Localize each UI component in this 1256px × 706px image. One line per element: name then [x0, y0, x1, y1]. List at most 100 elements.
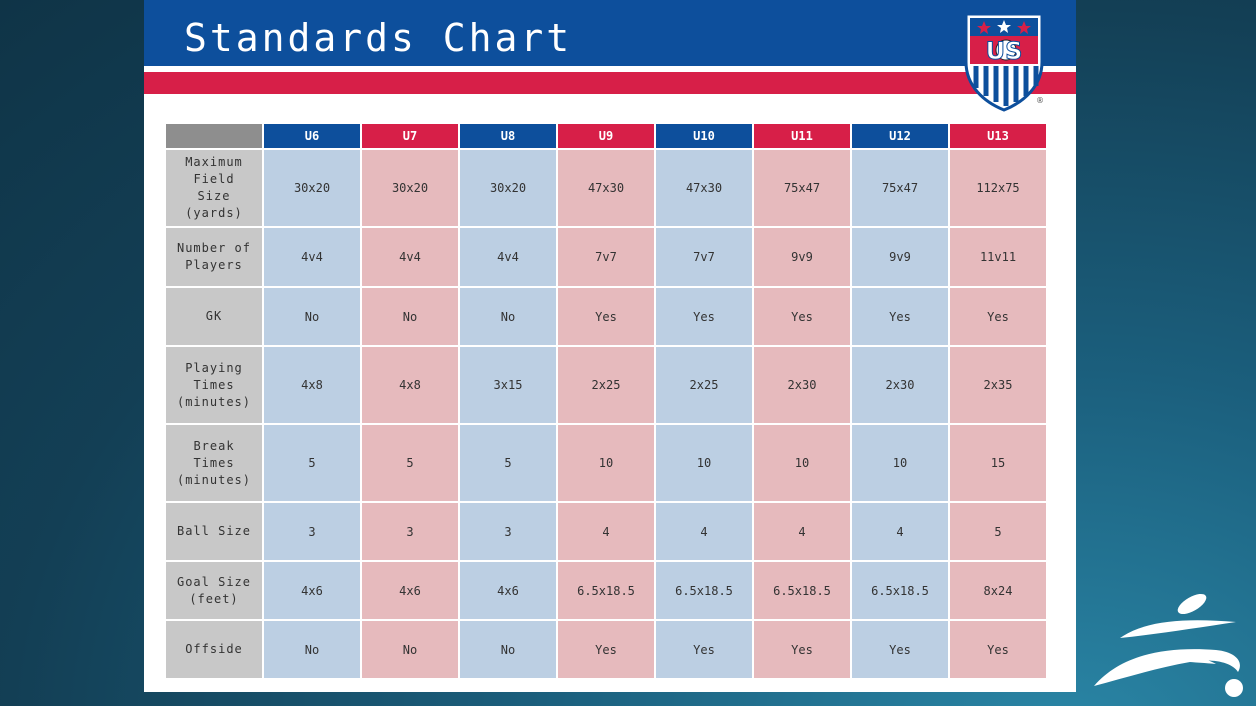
table-cell: 8x24 [950, 562, 1046, 619]
table-cell: No [362, 621, 458, 678]
table-cell: No [460, 288, 556, 345]
column-header: U13 [950, 124, 1046, 148]
column-header: U11 [754, 124, 850, 148]
table-cell: 5 [362, 425, 458, 501]
table-cell: No [460, 621, 556, 678]
row-header: Ball Size [166, 503, 262, 560]
table-cell: 5 [264, 425, 360, 501]
table-cell: 4v4 [264, 228, 360, 286]
header-row: U6 U7 U8 U9 U10 U11 U12 U13 [166, 124, 1046, 148]
row-header: GK [166, 288, 262, 345]
table-cell: 112x75 [950, 150, 1046, 226]
table-cell: 6.5x18.5 [754, 562, 850, 619]
table-cell: 7v7 [656, 228, 752, 286]
table-cell: 9v9 [754, 228, 850, 286]
column-header: U8 [460, 124, 556, 148]
runner-logo-icon [1094, 593, 1243, 697]
table-cell: 75x47 [852, 150, 948, 226]
column-header: U7 [362, 124, 458, 148]
table-cell: 4x6 [460, 562, 556, 619]
header-divider [144, 66, 1076, 72]
table-cell: Yes [950, 288, 1046, 345]
table-cell: Yes [754, 621, 850, 678]
table-cell: Yes [558, 621, 654, 678]
table-cell: 4 [656, 503, 752, 560]
header-band [144, 0, 1076, 66]
us-soccer-crest-icon: US [964, 12, 1044, 112]
table-row: Playing Times (minutes) 4x8 4x8 3x15 2x25 2x2… [166, 347, 1046, 423]
table-cell: 75x47 [754, 150, 850, 226]
table-cell: 47x30 [558, 150, 654, 226]
table-cell: 10 [656, 425, 752, 501]
table-row: Maximum Field Size (yards) 30x20 30x20 30x2… [166, 150, 1046, 226]
table-cell: 3 [460, 503, 556, 560]
table-row: Ball Size 3 3 3 4 4 4 4 5 [166, 503, 1046, 560]
table-cell: 7v7 [558, 228, 654, 286]
table-row: GK No No No Yes Yes Yes Yes Yes [166, 288, 1046, 345]
table-cell: 10 [852, 425, 948, 501]
registered-mark: ® [1036, 96, 1044, 105]
table-row: Offside No No No Yes Yes Yes Yes Yes [166, 621, 1046, 678]
table-cell: 4x6 [362, 562, 458, 619]
table-cell: 3x15 [460, 347, 556, 423]
table-cell: 5 [950, 503, 1046, 560]
table-cell: Yes [656, 621, 752, 678]
table-cell: 6.5x18.5 [852, 562, 948, 619]
table-cell: 3 [264, 503, 360, 560]
slide: Standards Chart US ® U6 U7 U8 U9 [144, 0, 1076, 692]
row-header: Playing Times (minutes) [166, 347, 262, 423]
row-header: Break Times (minutes) [166, 425, 262, 501]
column-header: U9 [558, 124, 654, 148]
column-header: U12 [852, 124, 948, 148]
table-cell: 3 [362, 503, 458, 560]
row-header: Goal Size (feet) [166, 562, 262, 619]
table-cell: 4 [558, 503, 654, 560]
row-header: Maximum Field Size (yards) [166, 150, 262, 226]
table-cell: 11v11 [950, 228, 1046, 286]
table-cell: Yes [754, 288, 850, 345]
corner-cell [166, 124, 262, 148]
table-cell: Yes [852, 621, 948, 678]
table-cell: 30x20 [264, 150, 360, 226]
crest-text: US [986, 37, 1023, 65]
standards-table: U6 U7 U8 U9 U10 U11 U12 U13 Maximum Fiel… [164, 122, 1048, 680]
header-red-stripe [144, 72, 1076, 94]
table-cell: 15 [950, 425, 1046, 501]
page-title: Standards Chart [184, 16, 573, 60]
table-cell: 2x25 [558, 347, 654, 423]
table-cell: 4v4 [460, 228, 556, 286]
row-header: Offside [166, 621, 262, 678]
table-cell: 10 [558, 425, 654, 501]
table-cell: 10 [754, 425, 850, 501]
table-cell: No [264, 288, 360, 345]
table-cell: No [264, 621, 360, 678]
table-row: Number of Players 4v4 4v4 4v4 7v7 7v7 9v9 9v9 11… [166, 228, 1046, 286]
table-cell: 6.5x18.5 [558, 562, 654, 619]
table-cell: 2x30 [754, 347, 850, 423]
table-cell: Yes [656, 288, 752, 345]
table-cell: 2x35 [950, 347, 1046, 423]
table-cell: 2x25 [656, 347, 752, 423]
table-cell: No [362, 288, 458, 345]
table-cell: 30x20 [362, 150, 458, 226]
column-header: U10 [656, 124, 752, 148]
table-cell: Yes [852, 288, 948, 345]
table-cell: 4 [852, 503, 948, 560]
row-header: Number of Players [166, 228, 262, 286]
table-cell: 9v9 [852, 228, 948, 286]
table-row: Goal Size (feet) 4x6 4x6 4x6 6.5x18.5 6.5x18.… [166, 562, 1046, 619]
table-cell: 6.5x18.5 [656, 562, 752, 619]
table-cell: 4 [754, 503, 850, 560]
table-cell: 47x30 [656, 150, 752, 226]
table-cell: 4x8 [362, 347, 458, 423]
column-header: U6 [264, 124, 360, 148]
table-cell: 4x6 [264, 562, 360, 619]
table-row: Break Times (minutes) 5 5 5 10 10 10 10 15 [166, 425, 1046, 501]
table-cell: 30x20 [460, 150, 556, 226]
table-cell: 2x30 [852, 347, 948, 423]
table-cell: 5 [460, 425, 556, 501]
table-cell: 4x8 [264, 347, 360, 423]
table-cell: 4v4 [362, 228, 458, 286]
table-cell: Yes [950, 621, 1046, 678]
table-cell: Yes [558, 288, 654, 345]
